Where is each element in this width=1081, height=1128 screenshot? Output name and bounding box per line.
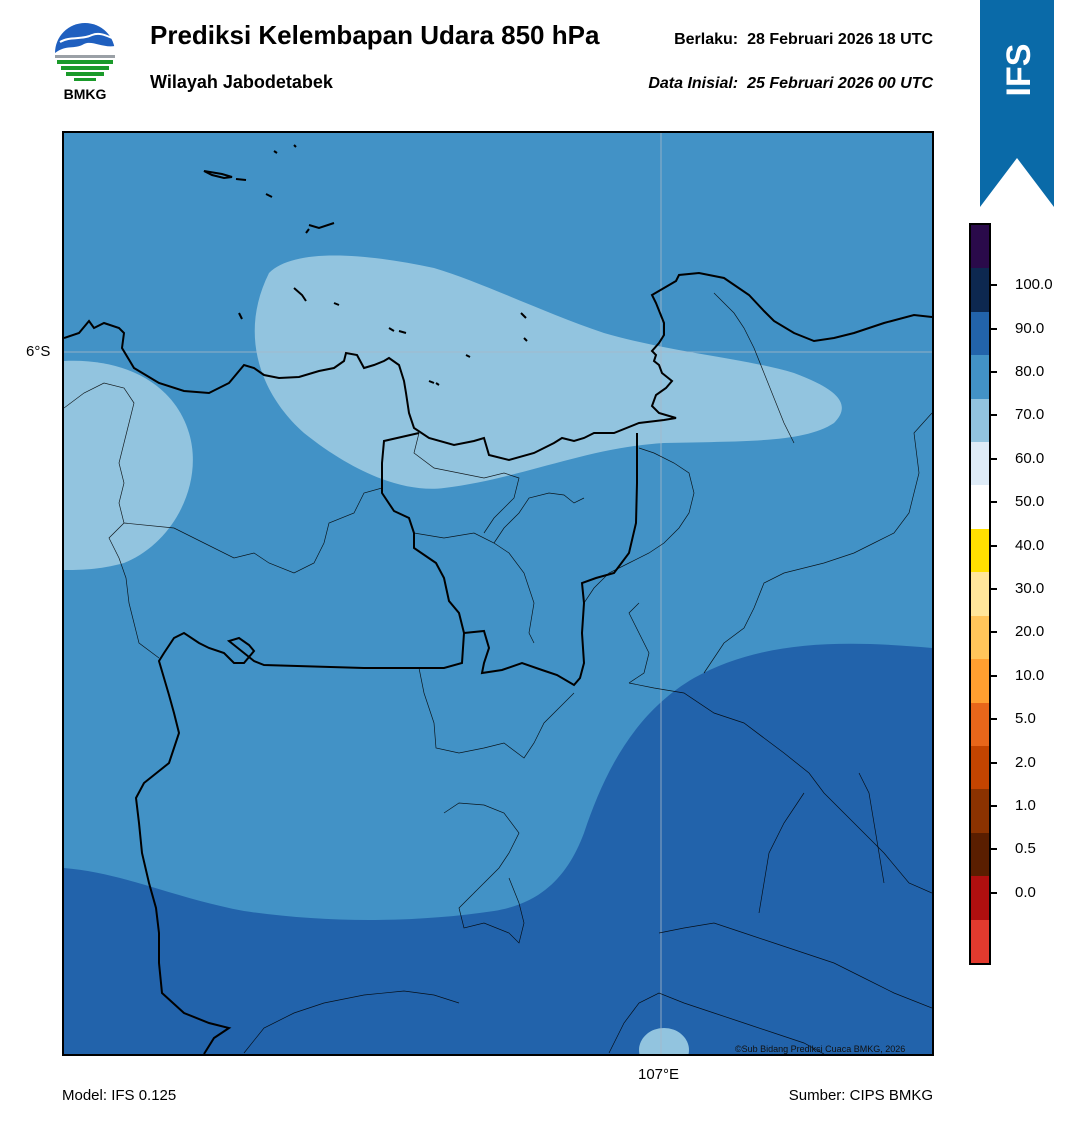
colorbar-label: 30.0 [1015, 580, 1045, 597]
humidity-band-80-90 [64, 643, 932, 1054]
colorbar-tick [991, 370, 997, 373]
colorbar-label: 80.0 [1015, 362, 1045, 380]
colorbar-tick [991, 414, 997, 417]
colorbar-label: 20.0 [1015, 623, 1045, 641]
colorbar-tick [991, 761, 997, 764]
province-boundary-2 [463, 433, 638, 687]
colorbar-tick [991, 457, 997, 460]
region-subtitle: Wilayah Jabodetabek [150, 72, 333, 92]
valid-time: Berlaku: 28 Februari 2026 18 UTC [674, 31, 933, 49]
colorbar-label: 2.0 [1015, 753, 1036, 771]
humidity-band-blob [639, 1028, 689, 1054]
province-boundary [134, 432, 466, 1054]
colorbar [969, 223, 991, 965]
colorbar-segment [971, 659, 989, 704]
humidity-band-60-70-west [64, 360, 193, 570]
colorbar-tick [991, 718, 997, 721]
colorbar-segment [971, 745, 989, 790]
colorbar-segment [971, 485, 989, 530]
colorbar-tick [991, 674, 997, 677]
humidity-band-60-70-north [254, 255, 842, 489]
lon-label-107e: 107°E [638, 1066, 680, 1083]
colorbar-segment [971, 268, 989, 313]
bmkg-logo-icon [55, 23, 115, 81]
colorbar-label: 40.0 [1015, 536, 1045, 554]
colorbar-segment [971, 355, 989, 400]
map-title: Prediksi Kelembapan Udara 850 hPa [150, 20, 600, 50]
colorbar-label: 1.0 [1015, 797, 1036, 815]
islands [203, 144, 528, 386]
ifs-badge: IFS [980, 0, 1054, 207]
colorbar-tick [991, 588, 997, 590]
colorbar-segment [971, 225, 989, 269]
colorbar-label: 70.0 [1015, 406, 1045, 424]
map-svg [64, 133, 932, 1054]
colorbar-tick [991, 631, 997, 634]
colorbar-segment [971, 572, 989, 617]
copyright-note: ©Sub Bidang Prediksi Cuaca BMKG, 2026 [735, 1044, 906, 1054]
colorbar-label: 10.0 [1015, 666, 1045, 684]
colorbar-segment [971, 398, 989, 443]
colorbar-segment [971, 702, 989, 747]
colorbar-label: 50.0 [1015, 493, 1045, 511]
colorbar-label: 90.0 [1015, 319, 1045, 337]
init-value: 25 Februari 2026 00 UTC [747, 75, 933, 92]
colorbar-segment [971, 311, 989, 356]
init-label: Data Inisial: [648, 75, 739, 92]
colorbar-segment [971, 876, 989, 921]
logo-label: BMKG [63, 86, 107, 102]
colorbar-segment [971, 615, 989, 660]
colorbar-label: 0.5 [1015, 840, 1036, 858]
colorbar-segment [971, 789, 989, 834]
colorbar-tick [991, 848, 997, 851]
colorbar-tick [991, 891, 997, 894]
district-boundaries [64, 292, 932, 1054]
colorbar-label: 60.0 [1015, 449, 1045, 467]
colorbar-segment [971, 528, 989, 573]
valid-label: Berlaku: [674, 31, 739, 48]
colorbar-tick [991, 327, 997, 330]
humidity-map [62, 131, 934, 1056]
ifs-badge-label: IFS [1000, 44, 1038, 97]
colorbar-tick [991, 501, 997, 504]
init-time: Data Inisial: 25 Februari 2026 00 UTC [648, 75, 933, 93]
valid-value: 28 Februari 2026 18 UTC [747, 31, 933, 48]
colorbar-segment [971, 919, 989, 963]
coastline [64, 271, 932, 462]
colorbar-tick [991, 544, 997, 547]
colorbar-segment [971, 442, 989, 486]
colorbar-segment [971, 832, 989, 877]
colorbar-label: 0.0 [1015, 883, 1036, 901]
colorbar-tick [991, 805, 997, 808]
colorbar-label: 100.0 [1015, 276, 1053, 294]
colorbar-tick [991, 284, 997, 287]
model-label: Model: IFS 0.125 [62, 1087, 177, 1104]
lat-label-6s: 6°S [26, 343, 51, 360]
colorbar-label: 5.0 [1015, 710, 1036, 728]
source-label: Sumber: CIPS BMKG [788, 1087, 933, 1104]
